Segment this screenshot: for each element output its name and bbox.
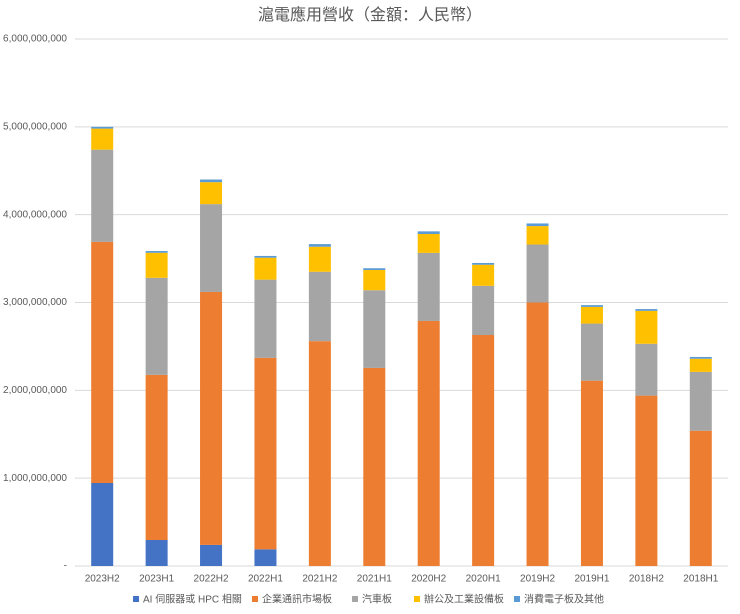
bar-segment: [363, 270, 386, 291]
bar-segment: [689, 356, 712, 359]
y-tick-label: 3,000,000,000: [3, 297, 67, 308]
y-tick-label: 2,000,000,000: [3, 385, 67, 396]
bar-segment: [580, 323, 603, 381]
bar-segment: [689, 430, 712, 566]
bar-segment: [91, 149, 114, 242]
legend-swatch: [414, 596, 420, 602]
bar-segment: [200, 179, 223, 183]
x-tick-label: 2021H2: [302, 574, 337, 585]
bar-segment: [472, 264, 495, 286]
bar-segment: [254, 255, 277, 258]
legend-swatch: [133, 596, 139, 602]
x-tick-label: 2023H2: [85, 574, 120, 585]
bar-segment: [635, 309, 658, 311]
bar-segment: [145, 374, 168, 541]
bar-segment: [254, 357, 277, 550]
bar-segment: [363, 290, 386, 368]
bar-segment: [526, 223, 549, 227]
bar-segment: [580, 380, 603, 566]
bar-segment: [526, 244, 549, 303]
bar-segment: [635, 310, 658, 344]
x-tick-label: 2020H1: [466, 574, 501, 585]
legend-label: 消費電子板及其他: [524, 593, 604, 606]
bar-segment: [417, 231, 440, 234]
x-tick-label: 2018H1: [683, 574, 718, 585]
bar-segment: [200, 182, 223, 205]
legend-label: 辦公及工業設備板: [424, 593, 504, 606]
bar-segment: [472, 285, 495, 335]
bar-segment: [580, 305, 603, 307]
bar-segment: [635, 343, 658, 396]
y-tick-label: -: [64, 561, 67, 572]
x-tick-label: 2018H2: [629, 574, 664, 585]
bar-segment: [689, 371, 712, 431]
legend-swatch: [514, 596, 520, 602]
bar-segment: [254, 257, 277, 280]
bar-segment: [308, 244, 331, 247]
legend-swatch: [252, 596, 258, 602]
bar-segment: [145, 251, 168, 253]
bar-segment: [472, 262, 495, 265]
x-tick-label: 2019H2: [520, 574, 555, 585]
y-tick-label: 6,000,000,000: [3, 34, 67, 45]
x-tick-label: 2019H1: [574, 574, 609, 585]
x-tick-label: 2023H1: [139, 574, 174, 585]
bar-segment: [91, 241, 114, 483]
x-tick-label: 2022H2: [194, 574, 229, 585]
x-tick-label: 2021H1: [357, 574, 392, 585]
bar-segment: [689, 358, 712, 372]
bar-segment: [200, 291, 223, 545]
bar-segment: [145, 540, 168, 566]
bar-segment: [308, 271, 331, 342]
bar-segment: [200, 204, 223, 292]
y-tick-label: 4,000,000,000: [3, 209, 67, 220]
bar-segment: [417, 233, 440, 253]
bar-segment: [472, 334, 495, 566]
legend-swatch: [352, 596, 358, 602]
y-tick-label: 5,000,000,000: [3, 121, 67, 132]
chart-title: 滬電應用營收（金額：人民幣）: [258, 5, 482, 24]
bar-segment: [308, 341, 331, 566]
legend-label: 企業通訊市場板: [262, 593, 332, 606]
bar-segment: [526, 302, 549, 566]
y-tick-label: 1,000,000,000: [3, 473, 67, 484]
bar-segment: [635, 395, 658, 566]
x-tick-label: 2020H2: [411, 574, 446, 585]
bar-segment: [580, 306, 603, 324]
bar-segment: [254, 549, 277, 566]
bar-segment: [363, 367, 386, 566]
bar-segment: [200, 544, 223, 566]
x-tick-label: 2022H1: [248, 574, 283, 585]
bar-segment: [91, 126, 114, 129]
bar-segment: [308, 246, 331, 272]
bar-segment: [91, 482, 114, 566]
bar-segment: [254, 279, 277, 358]
bar-segment: [145, 277, 168, 375]
bar-segment: [417, 252, 440, 321]
bar-segment: [417, 320, 440, 566]
legend-label: AI 伺服器或 HPC 相關: [143, 593, 242, 606]
legend-label: 汽車板: [362, 593, 392, 606]
bar-segment: [91, 128, 114, 150]
bar-segment: [363, 268, 386, 271]
bar-segment: [526, 226, 549, 245]
bar-segment: [145, 252, 168, 278]
